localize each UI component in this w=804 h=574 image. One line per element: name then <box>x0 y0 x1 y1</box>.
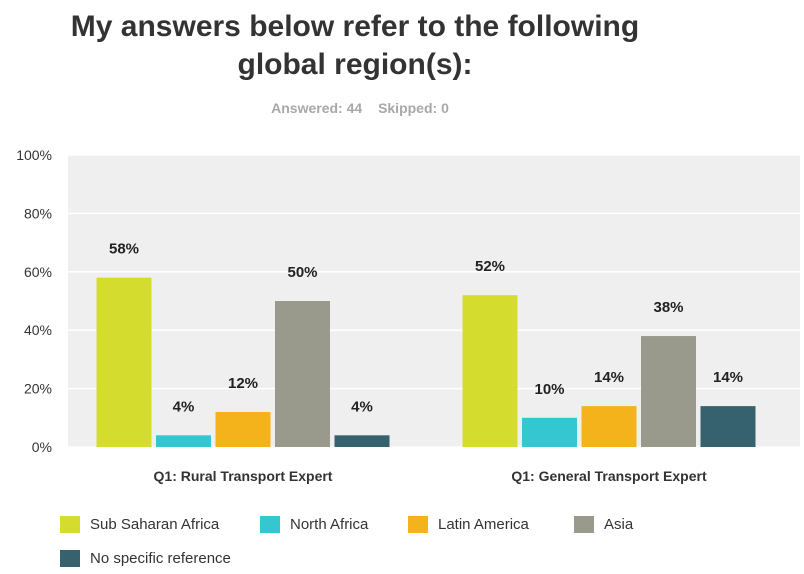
x-category-label: Q1: Rural Transport Expert <box>154 468 333 484</box>
bar <box>700 406 756 447</box>
data-label: 12% <box>228 375 258 392</box>
chart-title: My answers below refer to the following … <box>40 8 670 84</box>
chart-title-line-1: My answers below refer to the following <box>70 10 640 43</box>
bar <box>215 411 271 447</box>
y-tick-label: 0% <box>32 439 52 455</box>
bar <box>156 435 211 447</box>
data-label: 4% <box>173 398 195 415</box>
bar <box>275 301 330 447</box>
data-label: 14% <box>594 369 624 386</box>
legend-item: North Africa <box>260 516 368 533</box>
data-label: 10% <box>534 381 564 398</box>
response-stats: Answered: 44 Skipped: 0 <box>230 100 490 116</box>
x-category-label: Q1: General Transport Expert <box>511 468 707 484</box>
legend-label: No specific reference <box>90 550 231 567</box>
legend-item: Sub Saharan Africa <box>60 516 219 533</box>
legend-item: Asia <box>574 516 633 533</box>
legend-item: Latin America <box>408 516 529 533</box>
legend-swatch <box>408 516 428 533</box>
y-tick-label: 20% <box>24 381 52 397</box>
y-tick-label: 100% <box>16 147 52 163</box>
legend-item: No specific reference <box>60 550 231 567</box>
data-label: 14% <box>713 369 743 386</box>
legend-label: Latin America <box>438 516 529 533</box>
legend-label: North Africa <box>290 516 369 533</box>
data-label: 4% <box>351 398 373 415</box>
data-label: 50% <box>287 264 317 281</box>
bar <box>581 406 637 447</box>
bar <box>641 336 696 447</box>
legend-swatch <box>260 516 280 533</box>
legend-label: Sub Saharan Africa <box>90 516 220 533</box>
data-label: 52% <box>475 258 505 275</box>
data-label: 58% <box>109 241 139 258</box>
bar <box>522 417 577 447</box>
bar <box>334 435 390 447</box>
answered-count: Answered: 44 <box>271 100 363 116</box>
y-tick-label: 60% <box>24 264 52 280</box>
bar <box>96 277 152 447</box>
data-label: 38% <box>653 299 683 316</box>
bar <box>462 295 518 447</box>
legend-swatch <box>60 516 80 533</box>
legend-label: Asia <box>604 516 634 533</box>
legend-swatch <box>574 516 594 533</box>
y-tick-label: 80% <box>24 205 52 221</box>
chart-title-line-2: global region(s): <box>237 48 473 81</box>
skipped-count: Skipped: 0 <box>378 100 449 116</box>
legend-swatch <box>60 550 80 567</box>
y-tick-label: 40% <box>24 322 52 338</box>
